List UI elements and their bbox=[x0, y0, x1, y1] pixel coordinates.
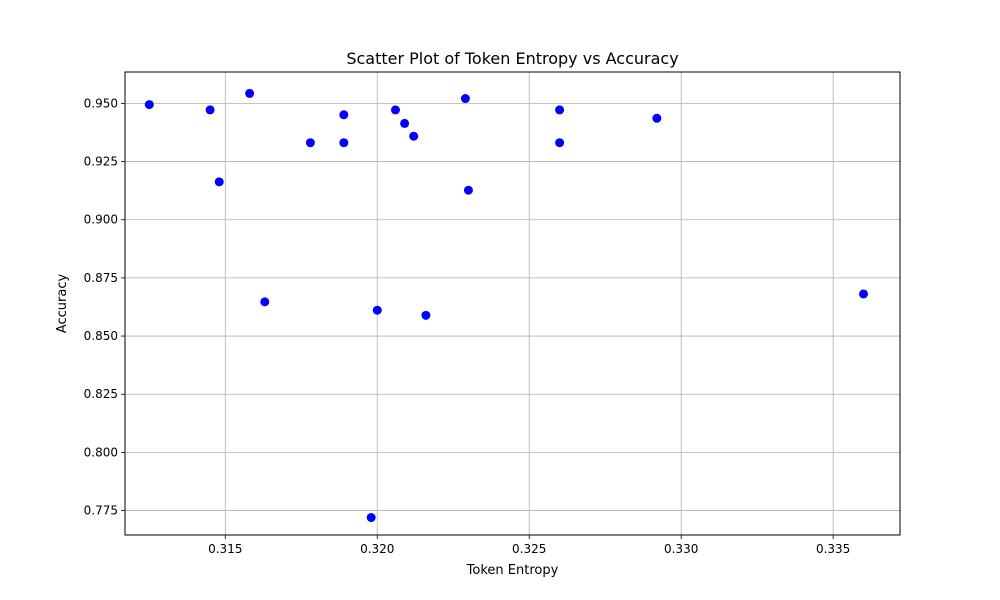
x-tick-label: 0.325 bbox=[512, 542, 546, 556]
data-point bbox=[409, 131, 419, 141]
data-point bbox=[555, 138, 565, 148]
y-tick-label: 0.850 bbox=[84, 329, 118, 343]
y-tick-label: 0.925 bbox=[84, 155, 118, 169]
x-tick-label: 0.320 bbox=[360, 542, 394, 556]
data-point bbox=[652, 113, 662, 123]
x-tick-label: 0.315 bbox=[208, 542, 242, 556]
data-point bbox=[460, 94, 470, 104]
y-tick-label: 0.900 bbox=[84, 213, 118, 227]
y-tick-label: 0.950 bbox=[84, 96, 118, 110]
data-point bbox=[366, 513, 376, 523]
data-point bbox=[400, 118, 410, 128]
y-axis-label: Accuracy bbox=[55, 274, 70, 334]
y-tick-label: 0.875 bbox=[84, 271, 118, 285]
data-point bbox=[214, 177, 224, 187]
data-point bbox=[463, 185, 473, 195]
data-point bbox=[372, 305, 382, 315]
data-point bbox=[555, 105, 565, 115]
data-point bbox=[421, 310, 431, 320]
data-point bbox=[339, 138, 349, 148]
data-point bbox=[260, 297, 270, 307]
data-points bbox=[144, 88, 869, 523]
plot-area-frame bbox=[124, 71, 901, 536]
x-tick-label: 0.335 bbox=[816, 542, 850, 556]
chart-title: Scatter Plot of Token Entropy vs Accurac… bbox=[346, 49, 678, 68]
y-tick-label: 0.800 bbox=[84, 445, 118, 459]
data-point bbox=[144, 100, 154, 110]
grid-lines bbox=[125, 72, 900, 535]
x-tick-label: 0.330 bbox=[664, 542, 698, 556]
y-tick-label: 0.825 bbox=[84, 387, 118, 401]
y-tick-label: 0.775 bbox=[84, 504, 118, 518]
axis-ticks: 0.315 0.320 0.325 0.330 0.335 0.775 0.800 0.825… bbox=[84, 96, 851, 556]
data-point bbox=[859, 289, 869, 299]
data-point bbox=[245, 88, 255, 98]
data-point bbox=[205, 105, 215, 115]
x-axis-label: Token Entropy bbox=[466, 563, 559, 578]
data-point bbox=[390, 105, 400, 115]
data-point bbox=[339, 110, 349, 120]
data-point bbox=[305, 138, 315, 148]
